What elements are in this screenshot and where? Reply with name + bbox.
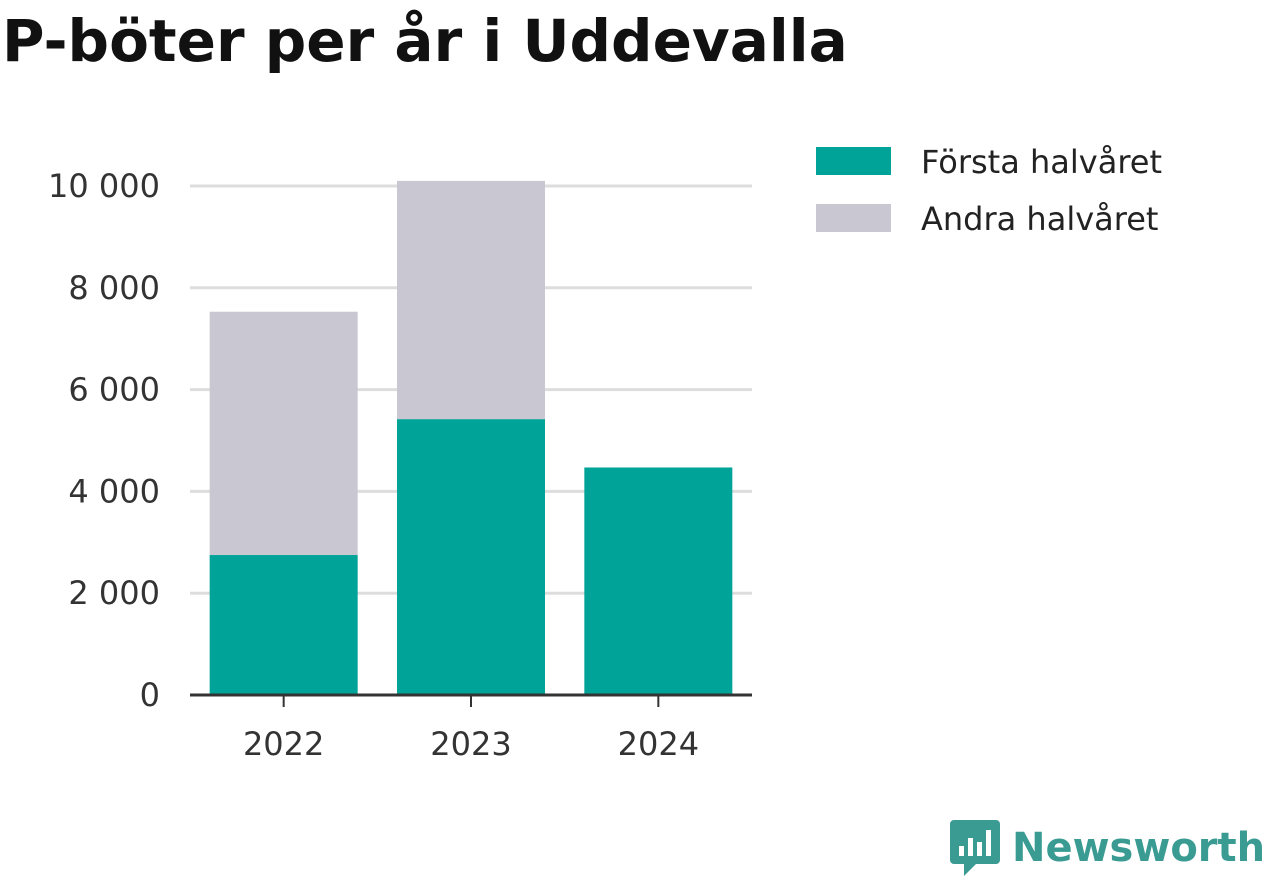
bars	[209, 180, 733, 695]
x-tick-label: 2024	[618, 725, 699, 763]
newsworthy-logo: Newsworthy	[950, 818, 1262, 878]
bar	[397, 419, 545, 695]
bar	[397, 180, 545, 420]
y-tick-label: 10 000	[48, 167, 160, 205]
legend-label: Andra halvåret	[921, 200, 1158, 238]
y-tick-label: 0	[140, 676, 160, 714]
legend-label: Första halvåret	[921, 143, 1162, 181]
y-tick-label: 6 000	[68, 371, 160, 409]
bar	[209, 555, 358, 695]
y-tick-label: 2 000	[68, 574, 160, 612]
axes: 0 2 000 4 000 6 000 8 000 10 000 2022 2023 2024	[48, 167, 752, 763]
legend-swatch	[816, 147, 891, 175]
legend-swatch	[816, 204, 891, 232]
bar	[584, 467, 733, 695]
bar-chart-speech-bubble-icon	[950, 820, 1000, 876]
chart-title: P-böter per år i Uddevalla	[2, 7, 848, 75]
bar	[209, 311, 358, 556]
x-tick-label: 2022	[243, 725, 324, 763]
x-tick-label: 2023	[430, 725, 511, 763]
logo-text: Newsworthy	[1012, 825, 1262, 871]
legend: Första halvåret Andra halvåret	[816, 143, 1162, 238]
y-tick-label: 4 000	[68, 472, 160, 510]
y-tick-label: 8 000	[68, 269, 160, 307]
